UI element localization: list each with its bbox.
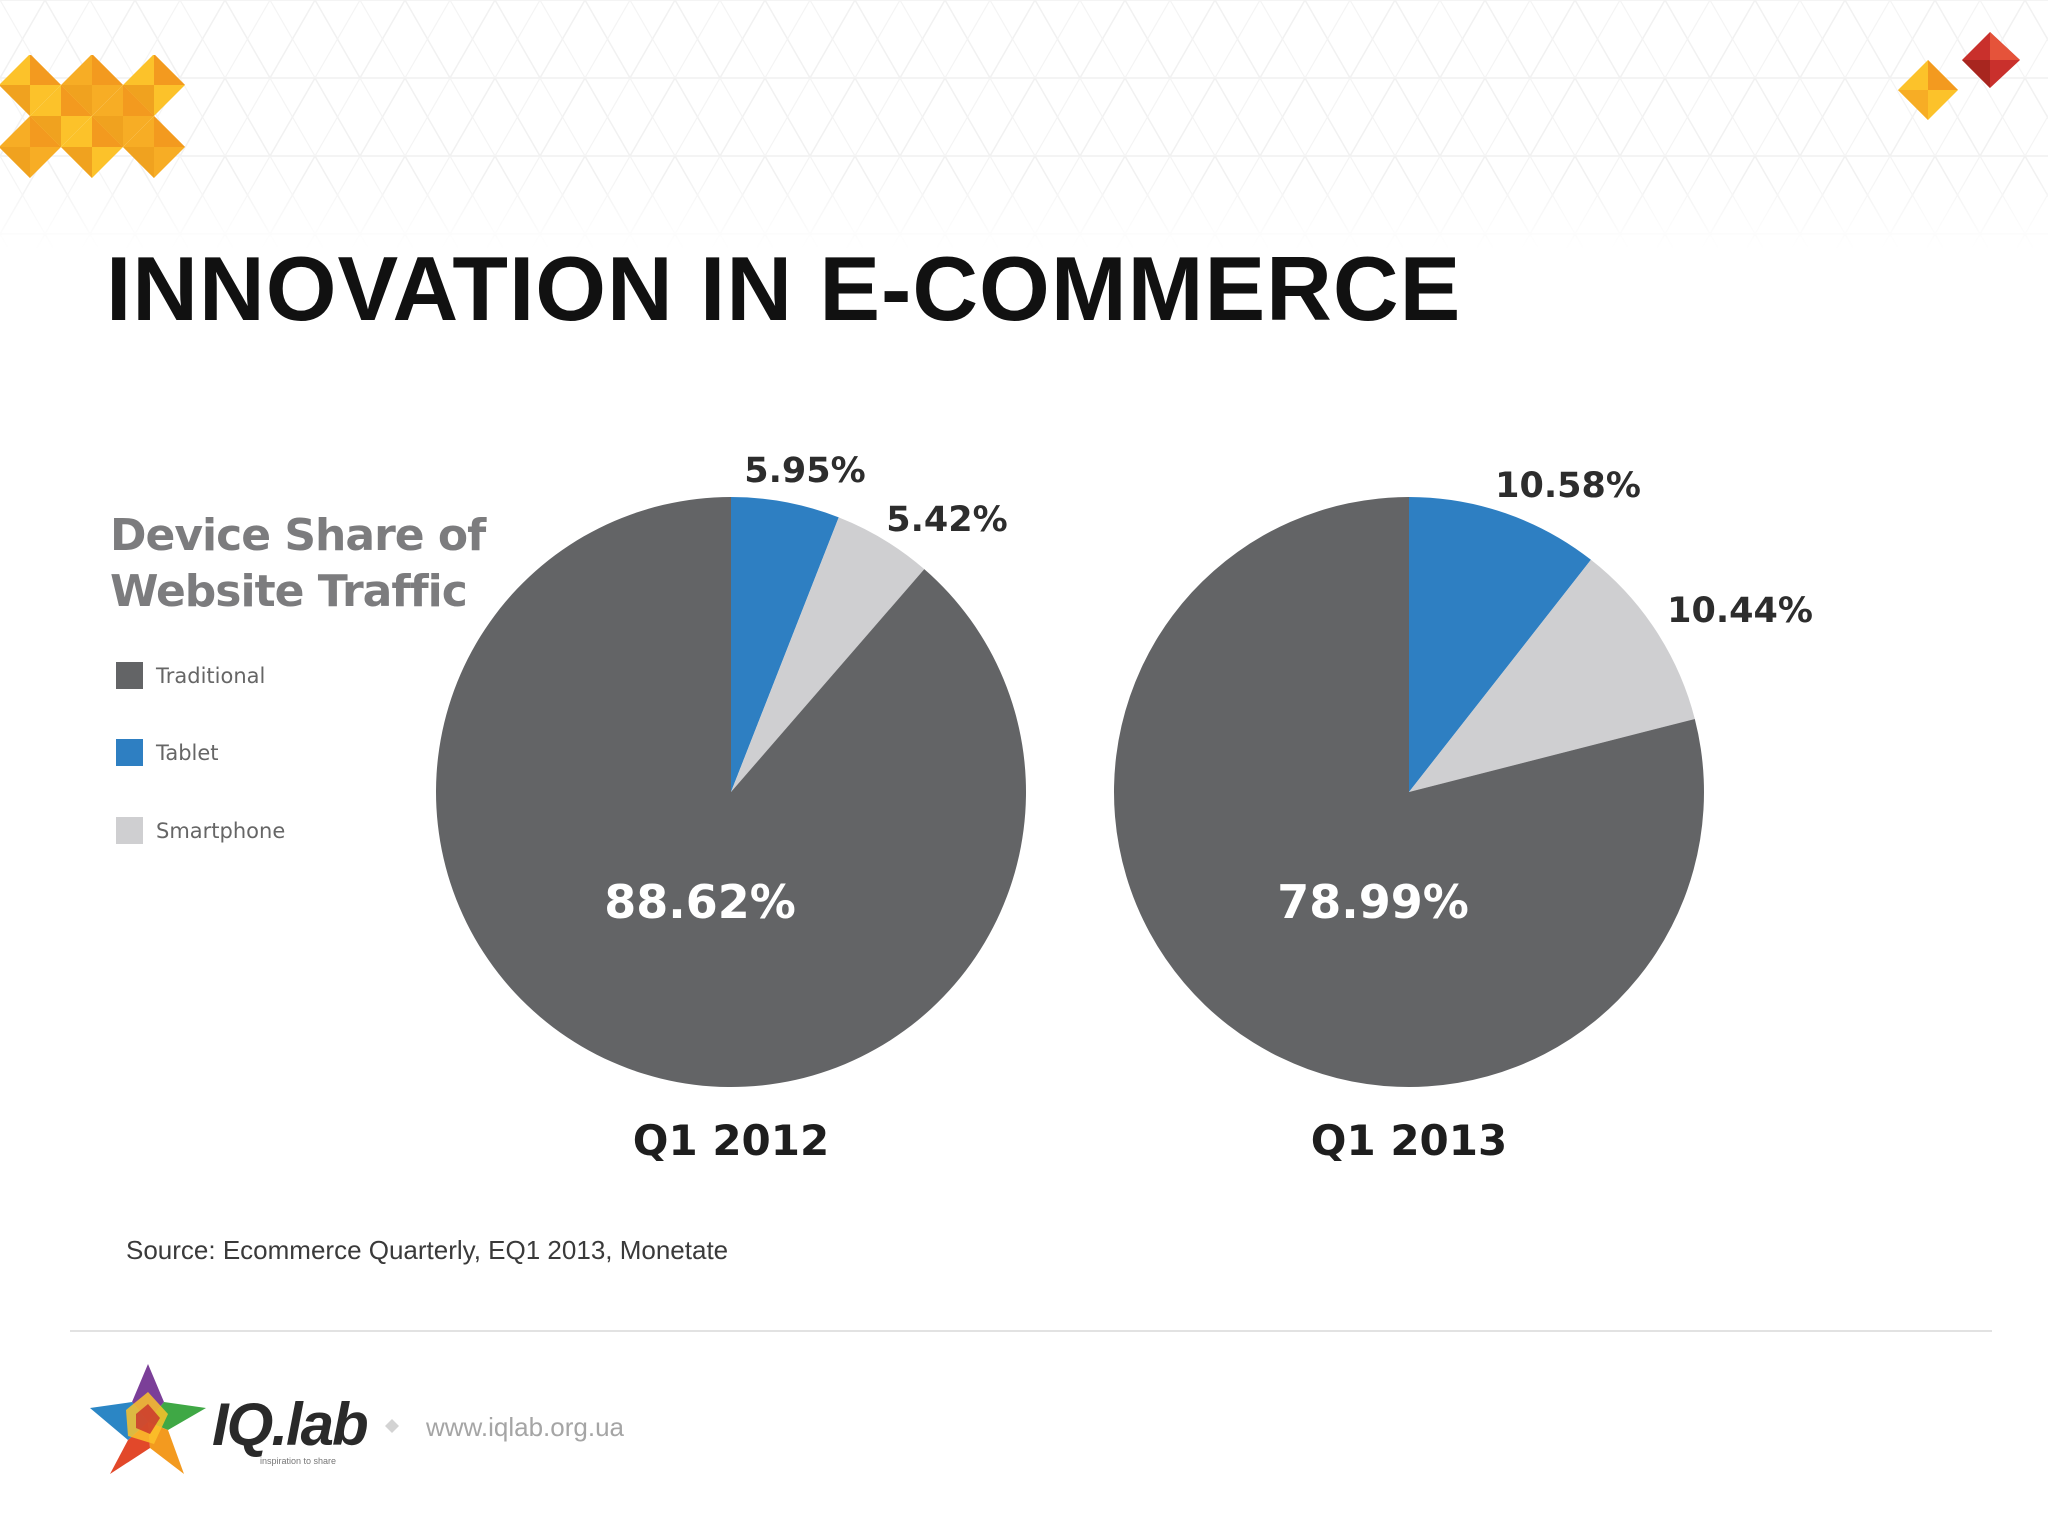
legend-title-line-2: Website Traffic xyxy=(110,566,467,617)
data-label-traditional: 78.99% xyxy=(1277,875,1469,929)
legend-label-tablet: Tablet xyxy=(155,741,219,765)
pie-slice-traditional xyxy=(436,497,1027,1088)
legend-swatch-traditional xyxy=(116,662,143,689)
source-note: Source: Ecommerce Quarterly, EQ1 2013, M… xyxy=(126,1235,729,1265)
slide-title: INNOVATION IN E-COMMERCE xyxy=(106,239,1462,340)
legend-title-line-1: Device Share of xyxy=(110,510,487,561)
device-share-chart: Device Share of Website Traffic Traditio… xyxy=(110,451,1813,1165)
chart-legend: Device Share of Website Traffic Traditio… xyxy=(110,510,488,844)
iqlab-logo-icon xyxy=(90,1364,206,1474)
legend-swatch-smartphone xyxy=(116,817,143,844)
pie-slice-smartphone xyxy=(731,517,925,792)
pie-slice-tablet xyxy=(731,497,839,792)
data-label-smartphone: 10.44% xyxy=(1667,591,1813,631)
legend-swatch-tablet xyxy=(116,739,143,766)
diamond-bullet-icon xyxy=(385,1419,399,1433)
footer-divider xyxy=(70,1330,1992,1332)
pie-chart-q1-2013: 10.58% 10.44% 78.99% xyxy=(1113,466,1813,1088)
legend-label-smartphone: Smartphone xyxy=(156,819,285,843)
pie-chart-q1-2012: 5.95% 5.42% 88.62% xyxy=(436,451,1027,1088)
data-label-tablet: 10.58% xyxy=(1495,466,1641,506)
brand-name: IQ.lab xyxy=(212,1391,369,1458)
pie-title-q1-2013: Q1 2013 xyxy=(1311,1116,1507,1165)
brand-tagline: inspiration to share xyxy=(260,1456,337,1466)
pie-slice-tablet xyxy=(1409,497,1591,792)
decorative-diamonds-right xyxy=(1898,32,2020,120)
data-label-tablet: 5.95% xyxy=(744,451,865,491)
decorative-diamonds-left xyxy=(0,55,185,178)
background-pattern xyxy=(0,0,2048,250)
pie-title-q1-2012: Q1 2012 xyxy=(633,1116,829,1165)
footer-url[interactable]: www.iqlab.org.ua xyxy=(426,1412,624,1442)
data-label-traditional: 88.62% xyxy=(604,875,796,929)
legend-label-traditional: Traditional xyxy=(155,664,265,688)
pie-slice-traditional xyxy=(1113,496,1704,1088)
data-label-smartphone: 5.42% xyxy=(886,500,1007,540)
pie-slice-smartphone xyxy=(1409,559,1695,792)
